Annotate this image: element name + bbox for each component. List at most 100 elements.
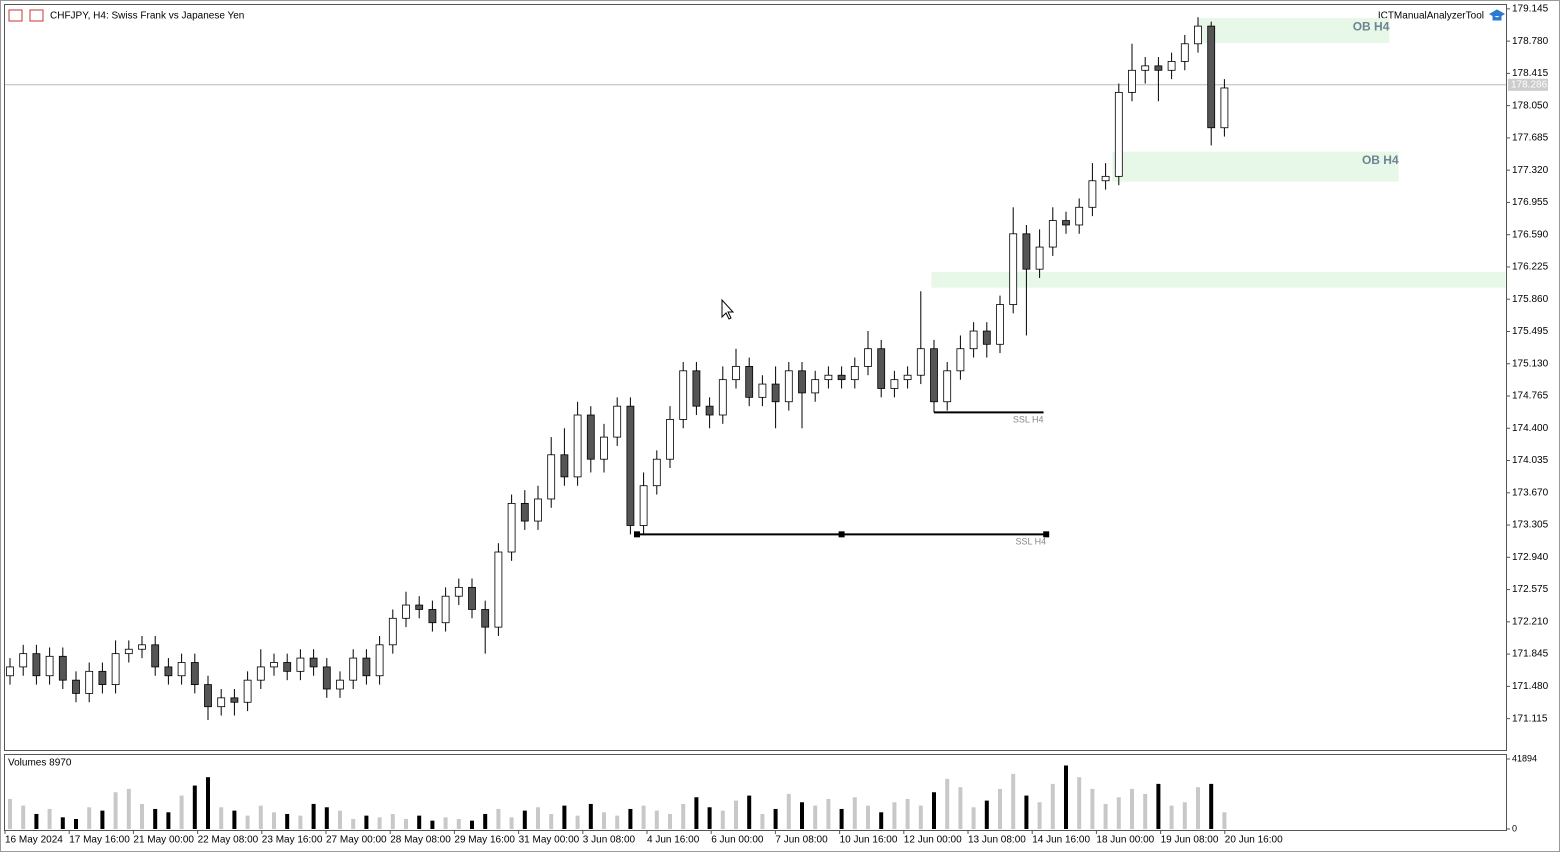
y-tick-label: 172.575 bbox=[1512, 584, 1549, 595]
candle-body bbox=[1048, 220, 1057, 248]
candle-body bbox=[481, 609, 490, 628]
candle-body bbox=[283, 662, 292, 672]
current-price-box bbox=[1508, 78, 1548, 91]
x-tick-label: 16 May 2024 bbox=[5, 835, 63, 846]
x-tick-label: 29 May 16:00 bbox=[454, 835, 515, 846]
candle-body bbox=[903, 374, 912, 381]
volume-bar bbox=[681, 803, 686, 829]
volume-bar bbox=[390, 813, 395, 829]
volume-bar bbox=[720, 810, 725, 829]
volume-bar bbox=[60, 817, 65, 829]
volume-bar bbox=[1143, 793, 1148, 829]
volume-bar bbox=[1064, 765, 1068, 829]
candle-body bbox=[177, 662, 186, 677]
candle-body bbox=[45, 655, 54, 677]
candle-body bbox=[1180, 43, 1189, 62]
candle-body bbox=[916, 348, 925, 376]
volume-bar bbox=[21, 805, 26, 829]
x-tick-label: 4 Jun 16:00 bbox=[647, 835, 700, 846]
volume-bar bbox=[1116, 797, 1121, 829]
ssl-label: SSL H4 bbox=[1016, 537, 1047, 547]
volume-bar bbox=[1209, 783, 1214, 829]
ssl-label: SSL H4 bbox=[1013, 415, 1044, 425]
order-block-zone bbox=[1112, 151, 1399, 182]
volume-title: Volumes 8970 bbox=[8, 758, 72, 769]
candle-body bbox=[58, 655, 67, 681]
volume-bar bbox=[707, 807, 712, 829]
chart-icon[interactable] bbox=[29, 9, 44, 22]
candle-body bbox=[811, 379, 820, 394]
candle-body bbox=[784, 370, 793, 403]
candle-body bbox=[164, 666, 173, 677]
candle-body bbox=[296, 657, 305, 672]
volume-bar bbox=[839, 808, 844, 829]
volume-bar bbox=[509, 817, 514, 829]
current-price-label: 178.286 bbox=[1511, 79, 1548, 90]
y-tick-label: 176.225 bbox=[1512, 262, 1549, 273]
candle-body bbox=[349, 657, 358, 681]
volume-bar bbox=[219, 807, 224, 829]
volume-bar bbox=[932, 792, 936, 829]
volume-tick-label: 41894 bbox=[1512, 753, 1537, 763]
candle-body bbox=[679, 370, 688, 420]
candle-body bbox=[1088, 180, 1097, 208]
y-tick-label: 176.590 bbox=[1512, 229, 1549, 240]
y-tick-label: 174.035 bbox=[1512, 455, 1549, 466]
x-tick-label: 13 Jun 08:00 bbox=[968, 835, 1026, 846]
ssl-handle bbox=[1043, 531, 1050, 538]
chart-title: CHFJPY, H4: Swiss Frank vs Japanese Yen bbox=[50, 11, 244, 22]
volume-bar bbox=[918, 805, 923, 829]
volume-bar bbox=[87, 807, 92, 829]
x-tick-label: 19 Jun 08:00 bbox=[1161, 835, 1219, 846]
volume-bar bbox=[404, 818, 408, 829]
zone-label: OB H4 bbox=[1353, 19, 1390, 33]
volume-bar bbox=[74, 818, 78, 829]
volume-bar bbox=[958, 787, 963, 829]
volume-bar bbox=[562, 805, 567, 829]
volume-bar bbox=[615, 815, 620, 829]
volume-bar bbox=[298, 815, 303, 829]
x-tick-label: 3 Jun 08:00 bbox=[583, 835, 636, 846]
candle-body bbox=[930, 348, 938, 403]
menu-icon[interactable] bbox=[8, 9, 23, 22]
volume-bar bbox=[628, 808, 633, 829]
candle-body bbox=[124, 648, 133, 655]
candle-body bbox=[996, 304, 1004, 345]
candle-body bbox=[270, 662, 278, 668]
candle-body bbox=[256, 666, 265, 681]
volume-bar bbox=[1011, 773, 1016, 829]
candle-body bbox=[32, 653, 41, 677]
candle-body bbox=[626, 405, 635, 526]
volume-bar bbox=[602, 812, 606, 829]
volume-bar bbox=[1050, 783, 1055, 829]
y-tick-label: 178.050 bbox=[1512, 100, 1549, 111]
volume-bar bbox=[998, 788, 1002, 829]
volume-bar bbox=[813, 805, 818, 829]
candle-body bbox=[468, 586, 476, 610]
volume-bar bbox=[34, 813, 39, 829]
volume-bar bbox=[800, 802, 804, 829]
candle-body bbox=[586, 414, 595, 460]
candle-body bbox=[1194, 25, 1202, 45]
candle-body bbox=[705, 405, 714, 416]
y-tick-label: 175.495 bbox=[1512, 326, 1549, 337]
candle-body bbox=[771, 383, 780, 403]
candle-body bbox=[850, 365, 859, 381]
volume-bar bbox=[522, 810, 527, 829]
zone-label: OB H4 bbox=[1362, 153, 1399, 167]
volume-bar bbox=[1024, 795, 1029, 829]
main-pane bbox=[4, 4, 1507, 751]
candle-body bbox=[600, 436, 608, 460]
volume-bar bbox=[1196, 787, 1200, 829]
volume-bar bbox=[8, 798, 12, 829]
volume-bar bbox=[971, 807, 976, 829]
volume-pane bbox=[4, 754, 1507, 831]
candle-body bbox=[6, 666, 14, 677]
volume-bar bbox=[496, 808, 501, 829]
candle-body bbox=[877, 348, 886, 389]
candle-body bbox=[1101, 175, 1110, 182]
volume-bar bbox=[826, 798, 831, 829]
candle-body bbox=[890, 379, 899, 389]
y-tick-label: 172.210 bbox=[1512, 616, 1549, 627]
